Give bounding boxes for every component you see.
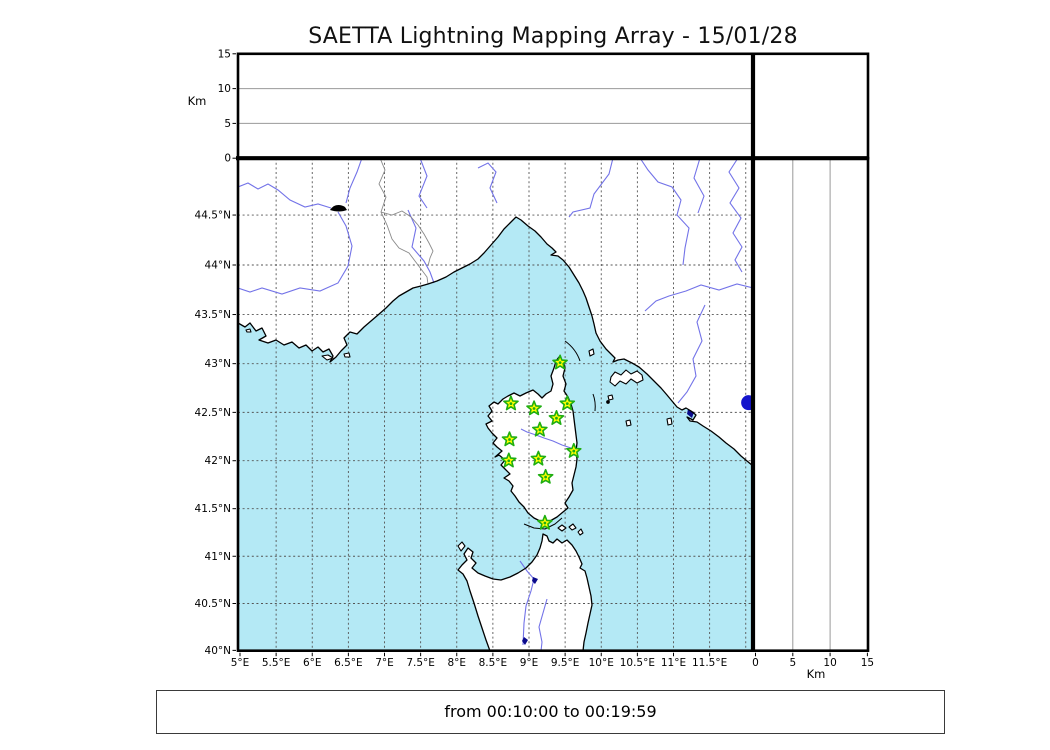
station-star-center xyxy=(572,449,576,453)
porquerolles-island xyxy=(321,354,334,361)
altitude-longitude-panel xyxy=(238,53,753,159)
lake-serre-poncon xyxy=(330,205,347,212)
lake-omodeo xyxy=(522,637,528,645)
lon-tick-label: 11°E xyxy=(661,657,686,669)
panel-frames xyxy=(236,52,870,652)
axis-ticks xyxy=(232,53,868,657)
lat-tick-label: 43°N xyxy=(205,358,231,370)
lat-tick-label: 42.5°N xyxy=(195,407,231,419)
capraia-island xyxy=(588,348,595,357)
lon-tick-label: 6°E xyxy=(303,657,322,669)
lat-tick-label: 41°N xyxy=(205,551,231,563)
mainland-coastline xyxy=(238,216,753,467)
corner-panel xyxy=(753,53,868,159)
station-star-center xyxy=(507,459,511,463)
asinara-island xyxy=(457,541,466,552)
lat-tick-label: 44°N xyxy=(205,259,231,271)
km-tick-label-left: 5 xyxy=(224,118,231,130)
lon-tick-label: 7.5°E xyxy=(406,657,435,669)
altitude-latitude-panel xyxy=(753,158,868,651)
elba-island xyxy=(609,369,644,387)
lon-tick-label: 9°E xyxy=(520,657,539,669)
station-star-center xyxy=(555,416,558,420)
lon-tick-label: 8.5°E xyxy=(479,657,508,669)
lon-tick-label: 5°E xyxy=(231,657,250,669)
lightning-source-dot xyxy=(741,395,753,411)
coastlines xyxy=(238,216,753,651)
coast-detail-arcs xyxy=(523,340,596,530)
sardinia-coastline xyxy=(457,533,593,651)
pianosa-island xyxy=(607,394,614,401)
lake-coghinas xyxy=(532,577,538,584)
time-range-text: from 00:10:00 to 00:19:59 xyxy=(444,702,657,721)
lat-tick-label: 42°N xyxy=(205,455,231,467)
graticule xyxy=(238,158,753,651)
levant-island xyxy=(343,352,351,358)
corsica-land xyxy=(486,357,577,523)
km-tick-label-bottom: 0 xyxy=(752,657,759,669)
country-borders xyxy=(378,158,434,285)
islet-dot xyxy=(606,400,610,404)
station-star-center xyxy=(509,402,513,406)
lat-tick-label: 44.5°N xyxy=(195,210,231,222)
lightning-sources-layer xyxy=(741,395,753,411)
altitude-axis-label-right: Km xyxy=(807,667,826,681)
time-range-box: from 00:10:00 to 00:19:59 xyxy=(156,690,945,734)
km-tick-label-bottom: 15 xyxy=(861,657,874,669)
altitude-gridlines-top xyxy=(238,88,753,124)
lon-tick-label: 9.5°E xyxy=(551,657,580,669)
station-star-center xyxy=(543,521,547,525)
station-star-center xyxy=(558,361,562,365)
page-title: SAETTA Lightning Mapping Array - 15/01/2… xyxy=(308,24,798,49)
lon-tick-label: 6.5°E xyxy=(334,657,363,669)
station-star-center xyxy=(538,428,542,432)
lon-tick-label: 8°E xyxy=(447,657,466,669)
km-tick-label-bottom: 5 xyxy=(789,657,796,669)
lon-tick-label: 10°E xyxy=(589,657,614,669)
station-star-center xyxy=(536,457,540,461)
frioul-islets xyxy=(245,328,252,333)
lon-tick-label: 10.5°E xyxy=(620,657,655,669)
station-star-center xyxy=(508,438,511,441)
corsica-coastline xyxy=(485,356,578,524)
altitude-gridlines-right xyxy=(792,158,831,651)
rivers xyxy=(238,158,753,651)
km-tick-label-left: 0 xyxy=(224,153,231,165)
giglio-island xyxy=(666,417,673,426)
lat-tick-label: 43.5°N xyxy=(195,309,231,321)
montecristo-island xyxy=(625,419,632,427)
lon-tick-label: 7°E xyxy=(375,657,394,669)
lon-tick-label: 11.5°E xyxy=(692,657,727,669)
station-markers-layer xyxy=(500,354,582,530)
station-star-center xyxy=(544,475,548,479)
station-star-center xyxy=(565,402,569,406)
station-star-center xyxy=(532,407,536,410)
maddalena-islets xyxy=(557,523,584,536)
land-masses xyxy=(238,158,753,651)
km-tick-label-left: 10 xyxy=(218,83,231,95)
mainland-europe-land xyxy=(238,158,753,466)
lat-tick-label: 40.5°N xyxy=(195,598,231,610)
lat-tick-label: 41.5°N xyxy=(195,503,231,515)
axis-labels: 5°E 5.5°E 6°E 6.5°E 7°E 7.5°E 8°E 8.5°E 9°E 9.5°E… xyxy=(195,48,875,669)
sardinia-land xyxy=(458,534,592,651)
km-tick-label-bottom: 10 xyxy=(823,657,836,669)
altitude-axis-label-top: Km xyxy=(188,94,207,108)
lon-tick-label: 5.5°E xyxy=(262,657,291,669)
small-islands xyxy=(245,328,673,552)
bonifacio-strait-line xyxy=(523,517,563,530)
lat-tick-label: 40°N xyxy=(205,645,231,657)
km-tick-label-left: 15 xyxy=(218,48,231,60)
